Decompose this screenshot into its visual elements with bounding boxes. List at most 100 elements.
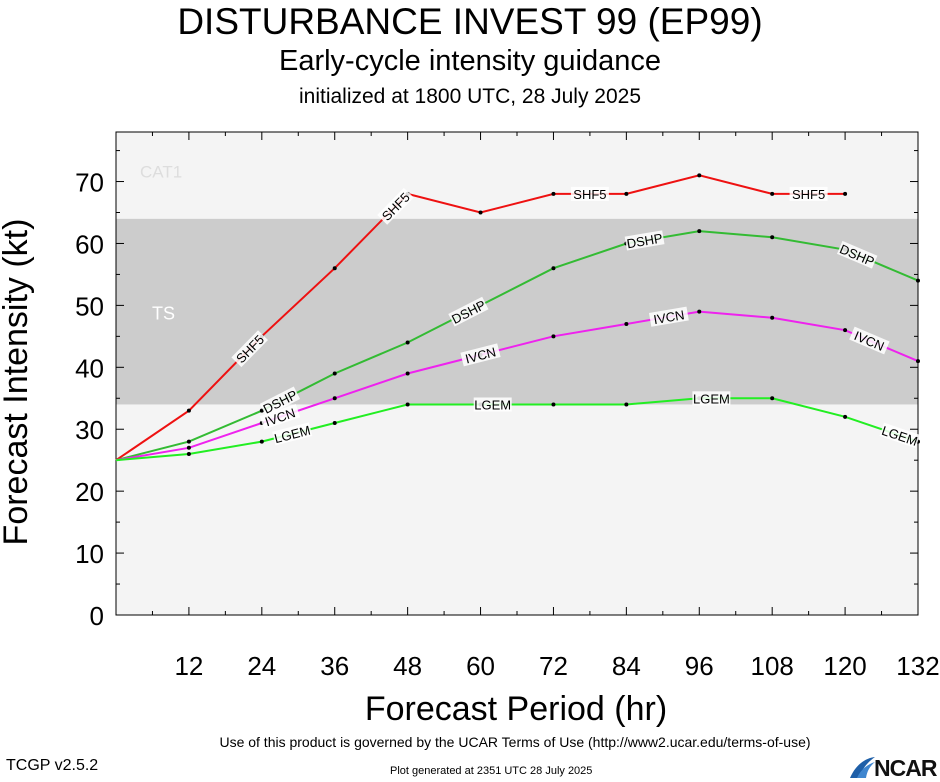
series-label-bg [570, 186, 609, 201]
ncar-logo: NCAR [848, 754, 938, 781]
x-tick-label: 36 [320, 651, 349, 681]
series-label-bg [448, 296, 489, 327]
chart-title: DISTURBANCE INVEST 99 (EP99) [177, 1, 763, 42]
data-point-dshp [697, 229, 702, 234]
data-point-ivcn [697, 309, 702, 314]
data-point-ivcn [186, 445, 191, 450]
series-line-ivcn [115, 310, 919, 462]
data-point-lgem [259, 439, 264, 444]
series-label-text: LGEM [474, 398, 511, 413]
ncar-logo-text: NCAR [874, 755, 937, 781]
data-point-dshp [332, 371, 337, 376]
x-tick-label: 108 [750, 651, 793, 681]
data-point-shf5 [770, 191, 775, 196]
series-line-lgem [115, 397, 919, 462]
series-line-dshp [115, 230, 919, 462]
terms-of-use: Use of this product is governed by the U… [219, 734, 811, 750]
series-label-bg [624, 230, 665, 251]
data-point-shf5 [332, 266, 337, 271]
data-point-lgem [405, 402, 410, 407]
data-point-dshp [405, 340, 410, 345]
y-tick-label: 20 [75, 477, 104, 507]
y-tick-label: 40 [75, 353, 104, 383]
data-point-ivcn [551, 334, 556, 339]
y-axis-label: Forecast Intensity (kt) [0, 219, 35, 546]
series-label-bg [272, 422, 313, 446]
y-tick-label: 50 [75, 291, 104, 321]
version-label: TCGP v2.5.2 [6, 757, 99, 774]
y-tick-label: 30 [75, 415, 104, 445]
x-tick-label: 132 [896, 651, 939, 681]
x-tick-label: 48 [393, 651, 422, 681]
plot-area: TS CAT1 0 10 20 30 40 50 60 70 12 24 36 48 60 72 84 96 108… [75, 131, 940, 681]
series-label-text: SHF5 [573, 187, 606, 202]
series-label-ivcn: IVCN [460, 343, 501, 367]
data-point-ivcn [332, 396, 337, 401]
series-label-bg [648, 306, 689, 327]
data-point-dshp [916, 278, 920, 283]
data-point-shf5 [478, 210, 483, 215]
series-label-bg [473, 397, 512, 412]
ncar-swoosh-icon [850, 757, 875, 778]
series-label-shf5: SHF5 [570, 186, 609, 202]
series-label-shf5: SHF5 [789, 186, 828, 202]
generated-timestamp: Plot generated at 2351 UTC 28 July 2025 [390, 765, 593, 777]
data-point-ivcn [916, 359, 920, 364]
series-label-bg [789, 186, 828, 201]
data-point-lgem [624, 402, 629, 407]
series-label-bg [259, 386, 301, 417]
series-label-bg [231, 330, 269, 368]
series-label-text: DSHP [626, 230, 664, 251]
x-tick-label: 60 [466, 651, 495, 681]
data-point-ivcn [770, 315, 775, 320]
background-region [116, 404, 918, 615]
series-label-bg [836, 240, 878, 269]
series-label-lgem: LGEM [692, 391, 731, 406]
data-point-lgem [843, 414, 848, 419]
series-label-lgem: LGEM [473, 397, 512, 413]
series-label-bg [849, 326, 890, 355]
data-point-dshp [551, 266, 556, 271]
series-label-bg [377, 187, 414, 225]
initialization-time: initialized at 1800 UTC, 28 July 2025 [298, 85, 642, 108]
series-label-ivcn: IVCN [648, 306, 689, 327]
x-tick-label: 84 [612, 651, 641, 681]
y-tick-label: 70 [75, 168, 104, 198]
x-tick-label: 120 [823, 651, 866, 681]
series-label-text: IVCN [464, 344, 498, 366]
data-point-shf5 [186, 408, 191, 413]
intensity-band-ts [116, 218, 918, 405]
data-point-lgem [332, 421, 337, 426]
data-point-shf5 [697, 173, 702, 178]
data-point-ivcn [405, 371, 410, 376]
x-tick-label: 24 [247, 651, 276, 681]
band-label-cat1: CAT1 [140, 162, 182, 181]
data-point-dshp [186, 439, 191, 444]
x-tick-label: 12 [174, 651, 203, 681]
data-point-dshp [259, 408, 264, 413]
series-label-text: LGEM [693, 391, 730, 406]
series-label-text: IVCN [652, 307, 685, 327]
data-point-ivcn [624, 321, 629, 326]
y-tick-label: 0 [90, 601, 104, 631]
data-point-lgem [770, 396, 775, 401]
series-label-bg [879, 422, 921, 449]
data-point-ivcn [843, 328, 848, 333]
x-tick-label: 72 [539, 651, 568, 681]
x-axis-label: Forecast Period (hr) [365, 690, 667, 728]
data-point-dshp [770, 235, 775, 240]
intensity-band-cat1 [116, 132, 918, 219]
series-label-bg [692, 391, 731, 406]
data-point-lgem [551, 402, 556, 407]
series-label-dshp: DSHP [624, 230, 665, 251]
x-tick-label: 96 [685, 651, 714, 681]
data-point-shf5 [551, 191, 556, 196]
series-label-bg [259, 404, 301, 430]
y-tick-label: 10 [75, 539, 104, 569]
data-point-shf5 [624, 191, 629, 196]
data-point-shf5 [843, 191, 848, 196]
series-label-bg [460, 343, 501, 367]
series-label-text: SHF5 [792, 187, 825, 202]
y-tick-label: 60 [75, 229, 104, 259]
